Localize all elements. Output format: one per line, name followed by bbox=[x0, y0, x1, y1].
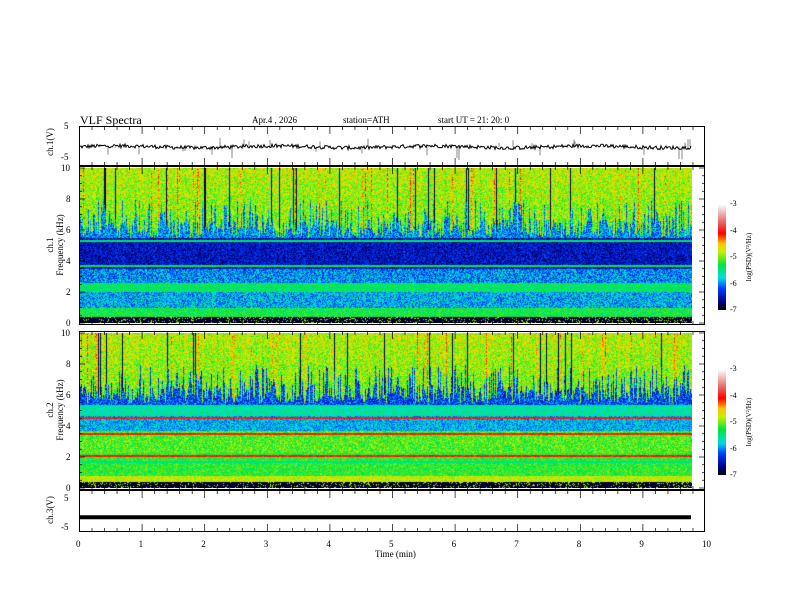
y-tick-label: 4 bbox=[66, 255, 71, 266]
y-tick-label: 2 bbox=[66, 286, 71, 297]
x-axis-label: Time (min) bbox=[375, 549, 416, 559]
x-tick-label: 9 bbox=[639, 539, 644, 549]
ylabel-line2: Frequency (kHz) bbox=[55, 379, 65, 441]
ch1-waveform-plot bbox=[79, 126, 705, 166]
y-tick-label: 8 bbox=[66, 358, 71, 369]
ch3-ytick: 5 bbox=[64, 493, 69, 503]
ylabel-line1: ch.2 bbox=[45, 402, 55, 418]
plot-frame bbox=[79, 166, 705, 325]
y-tick-label: 10 bbox=[61, 162, 70, 173]
ch2-colorbar bbox=[718, 369, 726, 475]
ch3-ylabel: ch.3(V) bbox=[45, 496, 55, 524]
ch2-spectrogram-ylabel: ch.2 Frequency (kHz) bbox=[45, 365, 65, 455]
start-time-label: start UT = 21: 20: 0 bbox=[438, 115, 510, 125]
x-tick-label: 6 bbox=[451, 539, 457, 549]
x-tick-label: 4 bbox=[326, 539, 331, 549]
colorbar-tick-label: -3 bbox=[730, 364, 737, 373]
ch1-colorbar-label: log(PSD)(V²/Hz) bbox=[745, 232, 753, 282]
colorbar-tick-label: -4 bbox=[730, 225, 737, 235]
colorbar-tick-label: -5 bbox=[730, 417, 737, 426]
y-tick-label: 10 bbox=[61, 327, 70, 338]
ylabel-line1: ch.1 bbox=[45, 237, 55, 253]
x-tick-label: 0 bbox=[76, 539, 81, 549]
y-tick-label: 0 bbox=[66, 317, 71, 328]
ch1-spectrogram-axes bbox=[79, 166, 705, 325]
x-tick-label: 10 bbox=[702, 539, 711, 549]
plot-frame bbox=[79, 331, 705, 490]
x-tick-label: 1 bbox=[138, 539, 144, 549]
ch1-spectrogram-ylabel: ch.1 Frequency (kHz) bbox=[45, 200, 65, 290]
ch1-spectrogram-image bbox=[79, 168, 692, 323]
ch1-colorbar bbox=[718, 204, 726, 310]
y-tick-label: 6 bbox=[66, 389, 71, 400]
colorbar-tick-label: -4 bbox=[730, 390, 737, 400]
ylabel-line2: Frequency (kHz) bbox=[55, 214, 65, 276]
station-label: station=ATH bbox=[343, 115, 390, 125]
ch2-spectrogram-image bbox=[79, 333, 692, 488]
colorbar-tick-label: -6 bbox=[730, 443, 737, 453]
y-tick-label: 6 bbox=[66, 224, 71, 235]
x-tick-label: 8 bbox=[576, 539, 582, 549]
y-tick-label: 8 bbox=[66, 193, 71, 204]
plot-frame bbox=[79, 490, 705, 532]
y-tick-label: 4 bbox=[66, 420, 71, 431]
ch1-ytick: 5 bbox=[64, 121, 69, 131]
colorbar-tick-label: -5 bbox=[730, 252, 737, 261]
ch3-waveform-plot bbox=[79, 490, 705, 532]
y-tick-label: 0 bbox=[66, 482, 71, 493]
ch1-ytick: -5 bbox=[61, 152, 69, 162]
waveform-trace bbox=[79, 142, 692, 152]
colorbar-tick-label: -7 bbox=[730, 305, 737, 314]
colorbar-tick-label: -3 bbox=[730, 199, 737, 208]
waveform-spikes bbox=[107, 138, 691, 160]
x-tick-label: 7 bbox=[514, 539, 519, 549]
x-tick-label: 3 bbox=[263, 539, 269, 549]
colorbar-tick-label: -6 bbox=[730, 278, 737, 288]
y-tick-label: 2 bbox=[66, 451, 71, 462]
ch2-colorbar-label: log(PSD)(V²/Hz) bbox=[745, 397, 753, 447]
figure-title: VLF Spectra bbox=[80, 113, 142, 127]
ch2-spectrogram-axes bbox=[79, 331, 705, 490]
x-tick-label: 2 bbox=[201, 539, 206, 549]
x-tick-label: 5 bbox=[389, 539, 394, 549]
ch1-ylabel: ch.1(V) bbox=[45, 128, 55, 156]
colorbar-tick-label: -7 bbox=[730, 470, 737, 479]
date-label: Apr.4 , 2026 bbox=[252, 115, 297, 125]
ch3-ytick: -5 bbox=[61, 522, 69, 532]
